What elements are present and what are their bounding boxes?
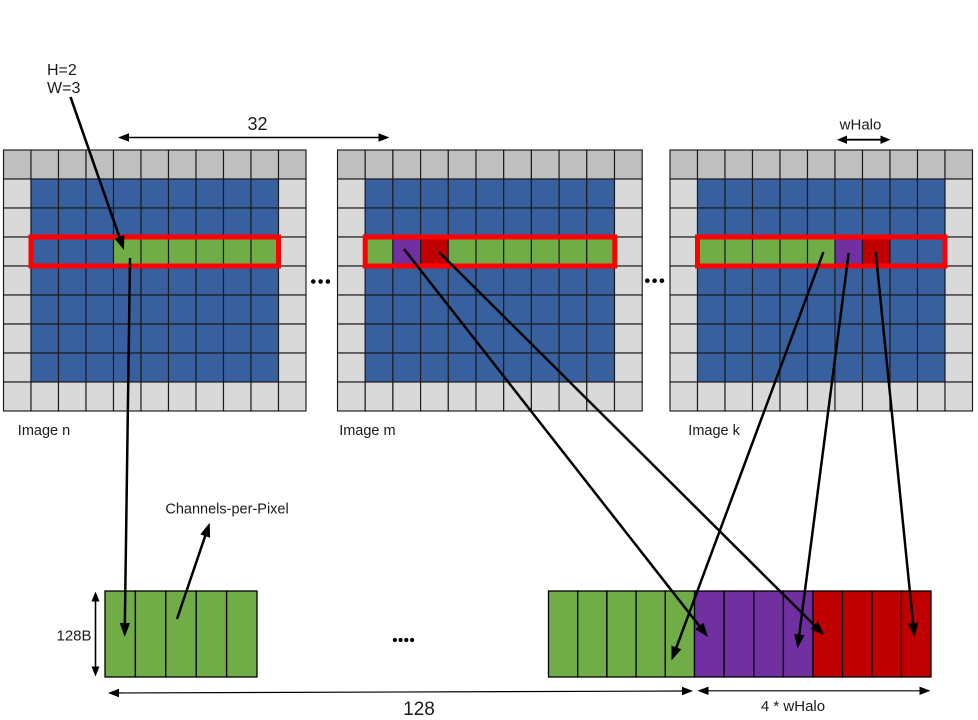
svg-text:Image n: Image n xyxy=(18,423,70,439)
svg-text:128: 128 xyxy=(403,699,435,720)
svg-text:Image m: Image m xyxy=(339,423,395,439)
svg-text:W=3: W=3 xyxy=(47,80,80,97)
svg-text:wHalo: wHalo xyxy=(839,117,882,134)
svg-text:4 * wHalo: 4 * wHalo xyxy=(761,698,825,715)
svg-text:Image k: Image k xyxy=(688,423,740,439)
svg-text:128B: 128B xyxy=(57,628,92,645)
svg-text:H=2: H=2 xyxy=(47,62,77,79)
svg-text:Channels-per-Pixel: Channels-per-Pixel xyxy=(165,502,288,518)
svg-text:32: 32 xyxy=(247,114,267,134)
